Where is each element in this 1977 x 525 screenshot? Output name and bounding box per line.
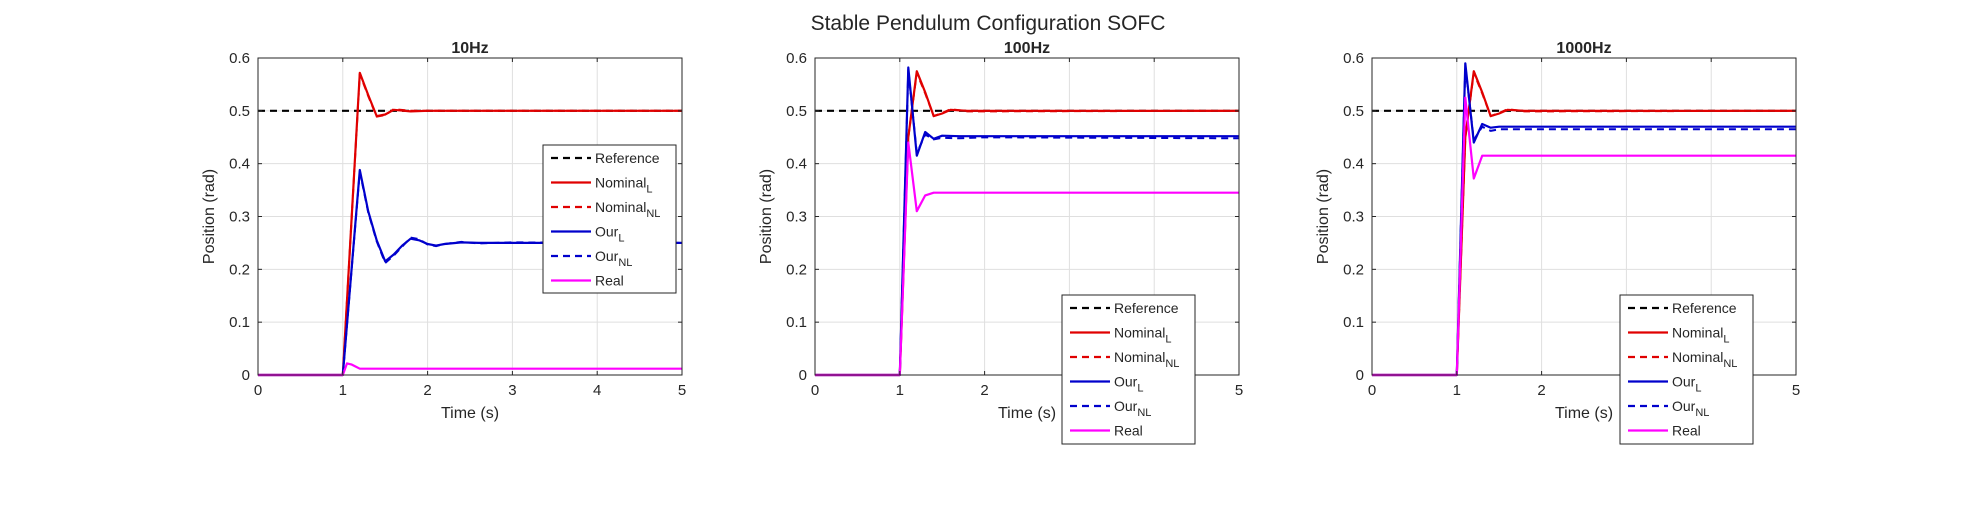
y-tick-label: 0.5 <box>1343 103 1364 120</box>
figure-title: Stable Pendulum Configuration SOFC <box>811 12 1166 35</box>
legend-label-reference: Reference <box>1672 300 1737 316</box>
legend-box <box>1619 294 1754 445</box>
x-tick-label: 1 <box>339 382 347 399</box>
x-tick-label: 1 <box>896 382 904 399</box>
legend-label-real: Real <box>1114 423 1143 439</box>
legend-box <box>1061 294 1196 445</box>
x-tick-label: 2 <box>423 382 431 399</box>
ticks: 0 1 2 3 4 5 0 0.1 0.2 0.3 0.4 0.5 0.6 <box>229 50 686 399</box>
y-tick-label: 0.6 <box>229 50 250 67</box>
y-tick-label: 0.2 <box>786 261 807 278</box>
legend-label-nominal_l: NominalL <box>1114 325 1171 346</box>
x-tick-label: 5 <box>678 382 686 399</box>
y-tick-label: 0.5 <box>229 103 250 120</box>
legend-label-our_nl: OurNL <box>1672 398 1709 419</box>
legend-label-our_l: OurL <box>595 224 624 245</box>
legend: Reference NominalL NominalNL OurL OurNL Real <box>1061 294 1196 445</box>
y-tick-label: 0 <box>1356 367 1364 384</box>
series-line-our-nl <box>815 68 1240 376</box>
y-tick-label: 0.4 <box>786 156 807 173</box>
x-tick-label: 4 <box>593 382 601 399</box>
x-axis-label: Time (s) <box>441 405 499 422</box>
legend-label-reference: Reference <box>595 150 660 166</box>
y-tick-label: 0.3 <box>786 209 807 226</box>
legend: Reference NominalL NominalNL OurL OurNL Real <box>542 144 677 294</box>
legend-label-reference: Reference <box>1114 300 1179 316</box>
legend-label-nominal_nl: NominalNL <box>595 199 660 220</box>
legend-label-our_l: OurL <box>1672 374 1701 395</box>
y-tick-label: 0.4 <box>1343 156 1364 173</box>
y-axis-label: Position (rad) <box>1315 169 1332 264</box>
x-tick-label: 5 <box>1235 382 1243 399</box>
legend-label-our_nl: OurNL <box>595 248 632 269</box>
series-line-nominal-nl <box>815 71 1240 376</box>
legend-label-our_nl: OurNL <box>1114 398 1151 419</box>
y-tick-label: 0.1 <box>229 314 250 331</box>
legend-label-real: Real <box>595 273 624 289</box>
x-axis-label: Time (s) <box>1555 405 1613 422</box>
y-tick-label: 0.3 <box>229 209 250 226</box>
y-tick-label: 0.2 <box>229 261 250 278</box>
series-line-nominal-nl <box>1372 71 1797 376</box>
panel-10hz: 10Hz Time (s) Position (rad) 0 1 2 3 4 500.10… <box>201 40 686 422</box>
legend: Reference NominalL NominalNL OurL OurNL Real <box>1619 294 1754 445</box>
x-tick-label: 0 <box>811 382 819 399</box>
legend-box <box>542 144 677 294</box>
x-tick-label: 3 <box>508 382 516 399</box>
x-tick-label: 2 <box>980 382 988 399</box>
x-axis-label: Time (s) <box>998 405 1056 422</box>
legend-label-nominal_nl: NominalNL <box>1672 349 1737 370</box>
y-tick-label: 0.3 <box>1343 209 1364 226</box>
y-tick-label: 0.4 <box>229 156 250 173</box>
legend-label-real: Real <box>1672 423 1701 439</box>
series-group <box>258 71 683 377</box>
panel-title: 100Hz <box>1004 40 1050 57</box>
y-tick-label: 0.6 <box>786 50 807 67</box>
y-axis-label: Position (rad) <box>758 169 775 264</box>
series-line-nominal-nl <box>258 72 682 376</box>
panel-100hz: 100Hz Time (s) Position (rad) 01234500.1… <box>758 40 1243 445</box>
y-tick-label: 0 <box>242 367 250 384</box>
y-tick-label: 0.1 <box>786 314 807 331</box>
panel-title: 10Hz <box>451 40 488 57</box>
legend-label-our_l: OurL <box>1114 374 1143 395</box>
legend-label-nominal_l: NominalL <box>1672 325 1729 346</box>
x-tick-label: 0 <box>1368 382 1376 399</box>
y-axis-label: Position (rad) <box>201 169 218 264</box>
y-tick-label: 0.5 <box>786 103 807 120</box>
y-tick-label: 0.6 <box>1343 50 1364 67</box>
panel-title: 1000Hz <box>1556 40 1611 57</box>
x-tick-label: 2 <box>1537 382 1545 399</box>
y-tick-label: 0.1 <box>1343 314 1364 331</box>
x-tick-label: 1 <box>1453 382 1461 399</box>
series-group <box>1372 62 1797 377</box>
x-tick-label: 5 <box>1792 382 1800 399</box>
panel-1000hz: 1000Hz Time (s) Position (rad) 01234500.… <box>1315 40 1800 445</box>
x-tick-label: 0 <box>254 382 262 399</box>
legend-label-nominal_nl: NominalNL <box>1114 349 1179 370</box>
series-line-our-nl <box>258 170 683 376</box>
legend-label-nominal_l: NominalL <box>595 175 652 196</box>
y-tick-label: 0 <box>799 367 807 384</box>
y-tick-label: 0.2 <box>1343 261 1364 278</box>
